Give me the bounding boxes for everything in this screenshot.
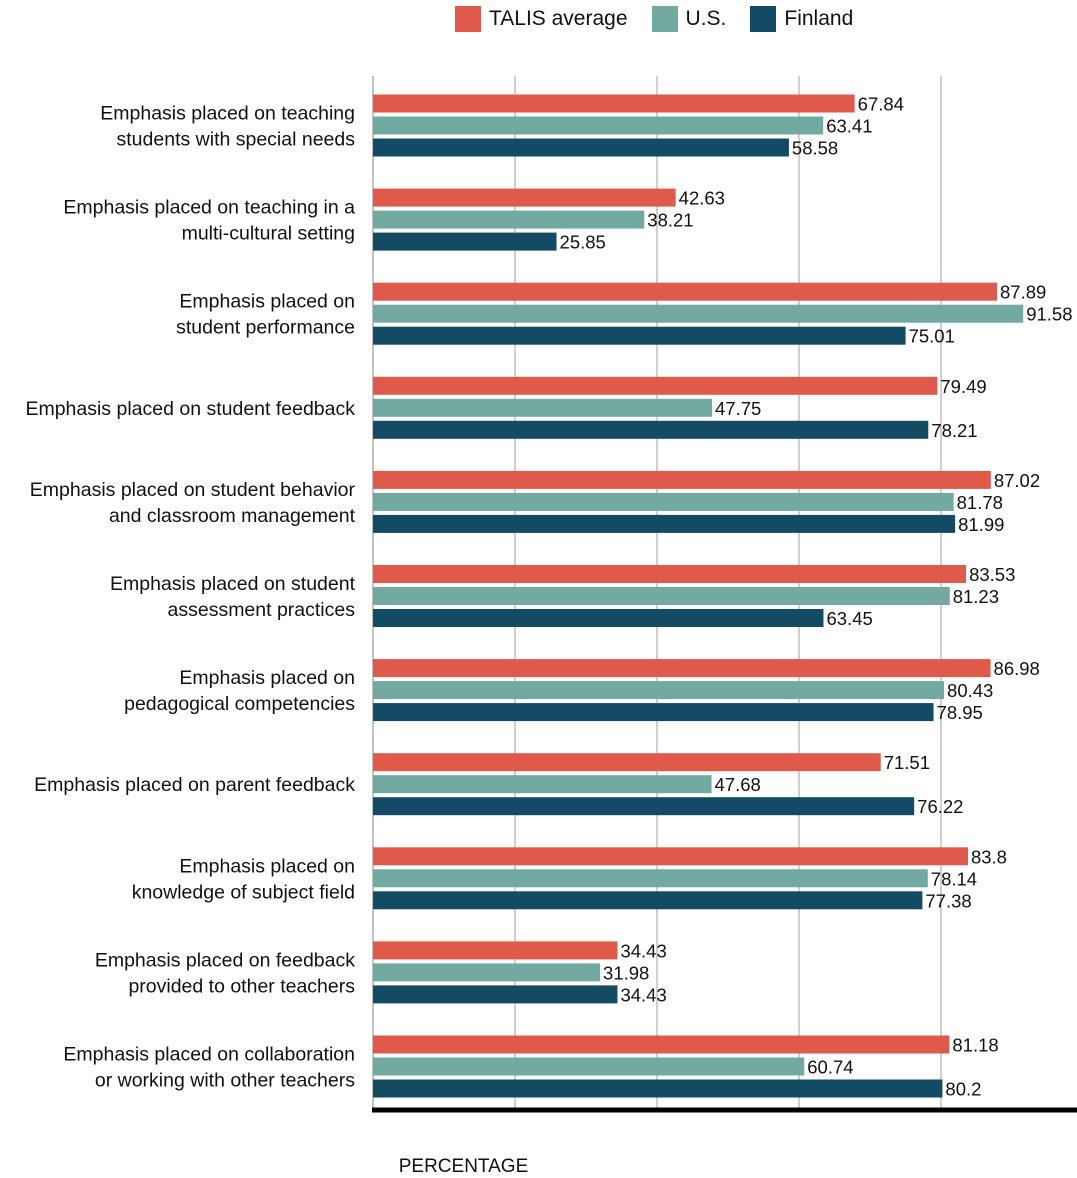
legend: TALIS average U.S. Finland (455, 6, 877, 32)
bar-5-2 (373, 609, 824, 627)
category-label-10-0: Emphasis placed on collaboration (63, 1044, 355, 1066)
bar-10-0 (373, 1035, 950, 1054)
bar-6-0 (373, 659, 991, 678)
category-label-3-0: Emphasis placed on student feedback (25, 398, 355, 420)
legend-item-talis: TALIS average (455, 6, 628, 32)
bar-4-1 (373, 492, 954, 511)
category-label-4-0: Emphasis placed on student behavior (30, 479, 356, 501)
value-label-5-1: 81.23 (953, 586, 999, 607)
value-label-6-1: 80.43 (947, 680, 993, 701)
category-label-5-1: assessment practices (168, 599, 356, 621)
bar-6-2 (373, 703, 934, 722)
value-label-7-2: 76.22 (917, 796, 963, 817)
category-label-6-0: Emphasis placed on (179, 667, 355, 689)
category-label-8-1: knowledge of subject field (132, 881, 355, 903)
bar-7-1 (373, 775, 712, 794)
legend-swatch-us (651, 6, 678, 32)
value-label-2-0: 87.89 (1000, 282, 1046, 303)
value-label-9-2: 34.43 (620, 984, 666, 1005)
legend-swatch-talis (455, 6, 481, 32)
value-label-3-2: 78.21 (931, 420, 977, 441)
legend-label-finland: Finland (784, 7, 854, 30)
value-label-2-1: 91.58 (1026, 304, 1072, 325)
legend-label-talis: TALIS average (489, 7, 628, 30)
category-label-4-1: and classroom management (109, 505, 356, 527)
bar-1-1 (373, 210, 645, 229)
category-label-8-0: Emphasis placed on (179, 855, 355, 877)
value-label-5-2: 63.45 (826, 608, 872, 629)
value-label-4-2: 81.99 (958, 514, 1004, 535)
bar-6-1 (373, 681, 945, 700)
category-label-6-1: pedagogical competencies (124, 693, 355, 715)
category-label-2-1: student performance (176, 317, 355, 339)
value-label-3-1: 47.75 (715, 398, 761, 419)
bar-5-1 (373, 587, 950, 605)
value-label-0-2: 58.58 (792, 138, 838, 159)
bar-3-1 (373, 398, 713, 417)
category-label-5-0: Emphasis placed on student (110, 573, 356, 595)
value-label-7-1: 47.68 (715, 774, 761, 795)
bar-8-2 (373, 891, 923, 910)
x-axis-label: PERCENTAGE (398, 1156, 529, 1177)
legend-item-us: U.S. (651, 6, 727, 32)
bar-4-2 (373, 514, 956, 533)
value-label-10-2: 80.2 (945, 1079, 981, 1100)
category-label-7-0: Emphasis placed on parent feedback (34, 774, 355, 796)
value-label-9-0: 34.43 (620, 940, 666, 961)
value-label-3-0: 79.49 (940, 376, 986, 397)
value-label-2-2: 75.01 (909, 326, 955, 347)
bar-9-2 (373, 985, 618, 1004)
category-label-2-0: Emphasis placed on (179, 291, 355, 313)
value-label-0-1: 63.41 (826, 116, 872, 137)
legend-item-finland: Finland (750, 6, 853, 32)
value-label-8-1: 78.14 (931, 868, 977, 889)
legend-swatch-finland (750, 6, 777, 32)
bar-2-2 (373, 326, 906, 345)
value-label-4-0: 87.02 (994, 470, 1040, 491)
category-label-1-0: Emphasis placed on teaching in a (63, 197, 355, 219)
value-label-7-0: 71.51 (884, 752, 930, 773)
value-label-1-1: 38.21 (647, 210, 693, 231)
bar-0-0 (373, 94, 855, 113)
legend-label-us: U.S. (685, 7, 727, 30)
bar-10-1 (373, 1057, 805, 1076)
bar-0-1 (373, 116, 824, 135)
bar-0-2 (373, 138, 789, 157)
value-label-8-0: 83.8 (971, 846, 1007, 867)
category-label-1-1: multi-cultural setting (182, 223, 355, 245)
bar-1-0 (373, 188, 676, 207)
category-label-0-0: Emphasis placed on teaching (100, 103, 355, 125)
bar-3-0 (373, 376, 938, 395)
value-label-10-0: 81.18 (952, 1035, 998, 1056)
value-label-1-0: 42.63 (679, 188, 725, 209)
bar-8-0 (373, 847, 968, 866)
value-label-4-1: 81.78 (957, 492, 1003, 513)
category-label-10-1: or working with other teachers (95, 1070, 355, 1092)
bar-1-2 (373, 232, 557, 251)
category-label-0-1: students with special needs (117, 129, 356, 151)
value-label-9-1: 31.98 (603, 962, 649, 983)
bar-3-2 (373, 420, 929, 439)
category-label-9-1: provided to other teachers (128, 975, 355, 997)
value-label-8-2: 77.38 (925, 890, 971, 911)
bar-7-2 (373, 797, 915, 816)
value-label-10-1: 60.74 (807, 1057, 853, 1078)
bar-9-1 (373, 963, 601, 982)
value-label-1-2: 25.85 (560, 232, 606, 253)
bar-2-1 (373, 304, 1024, 323)
bar-5-0 (373, 565, 967, 583)
bar-2-0 (373, 282, 998, 301)
value-label-0-0: 67.84 (858, 94, 904, 115)
value-label-5-0: 83.53 (969, 564, 1015, 585)
bar-8-1 (373, 869, 928, 888)
bar-7-0 (373, 753, 881, 772)
value-label-6-0: 86.98 (994, 658, 1040, 679)
bar-4-0 (373, 470, 991, 489)
bar-10-2 (373, 1079, 943, 1098)
value-label-6-2: 78.95 (937, 702, 983, 723)
bar-9-0 (373, 941, 618, 960)
category-label-9-0: Emphasis placed on feedback (95, 949, 355, 971)
